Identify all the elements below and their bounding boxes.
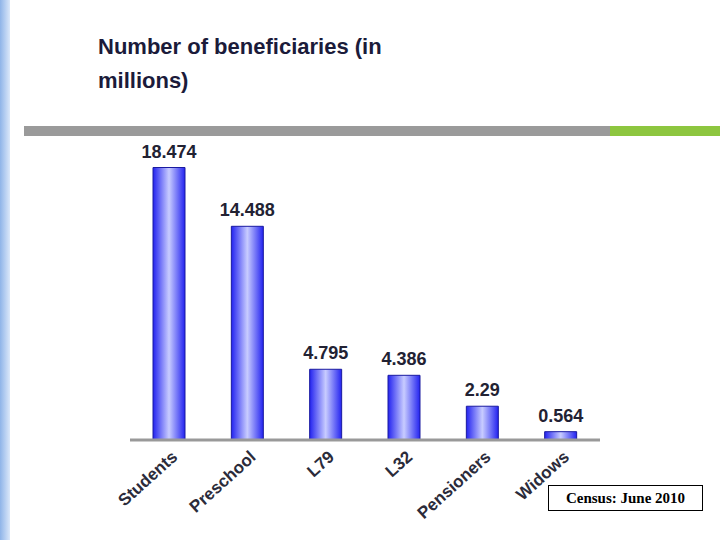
svg-text:2.29: 2.29	[465, 380, 500, 400]
svg-text:14.488: 14.488	[220, 200, 275, 220]
svg-text:18.474: 18.474	[141, 142, 196, 162]
svg-text:0.564: 0.564	[538, 406, 583, 426]
html-text:Number of beneficiaries (in mi: Number of beneficiaries (in millions)	[98, 34, 382, 93]
svg-text:Pensioners: Pensioners	[414, 447, 495, 522]
svg-text:L79: L79	[303, 447, 337, 481]
html-text:Census: June 2010: Census: June 2010	[565, 490, 686, 506]
svg-text:4.795: 4.795	[303, 343, 348, 363]
svg-text:L32: L32	[382, 447, 416, 481]
svg-text:Preschool: Preschool	[186, 447, 260, 516]
svg-text:Students: Students	[114, 447, 181, 510]
svg-text:Widows: Widows	[512, 447, 573, 505]
svg-text:4.386: 4.386	[381, 349, 426, 369]
